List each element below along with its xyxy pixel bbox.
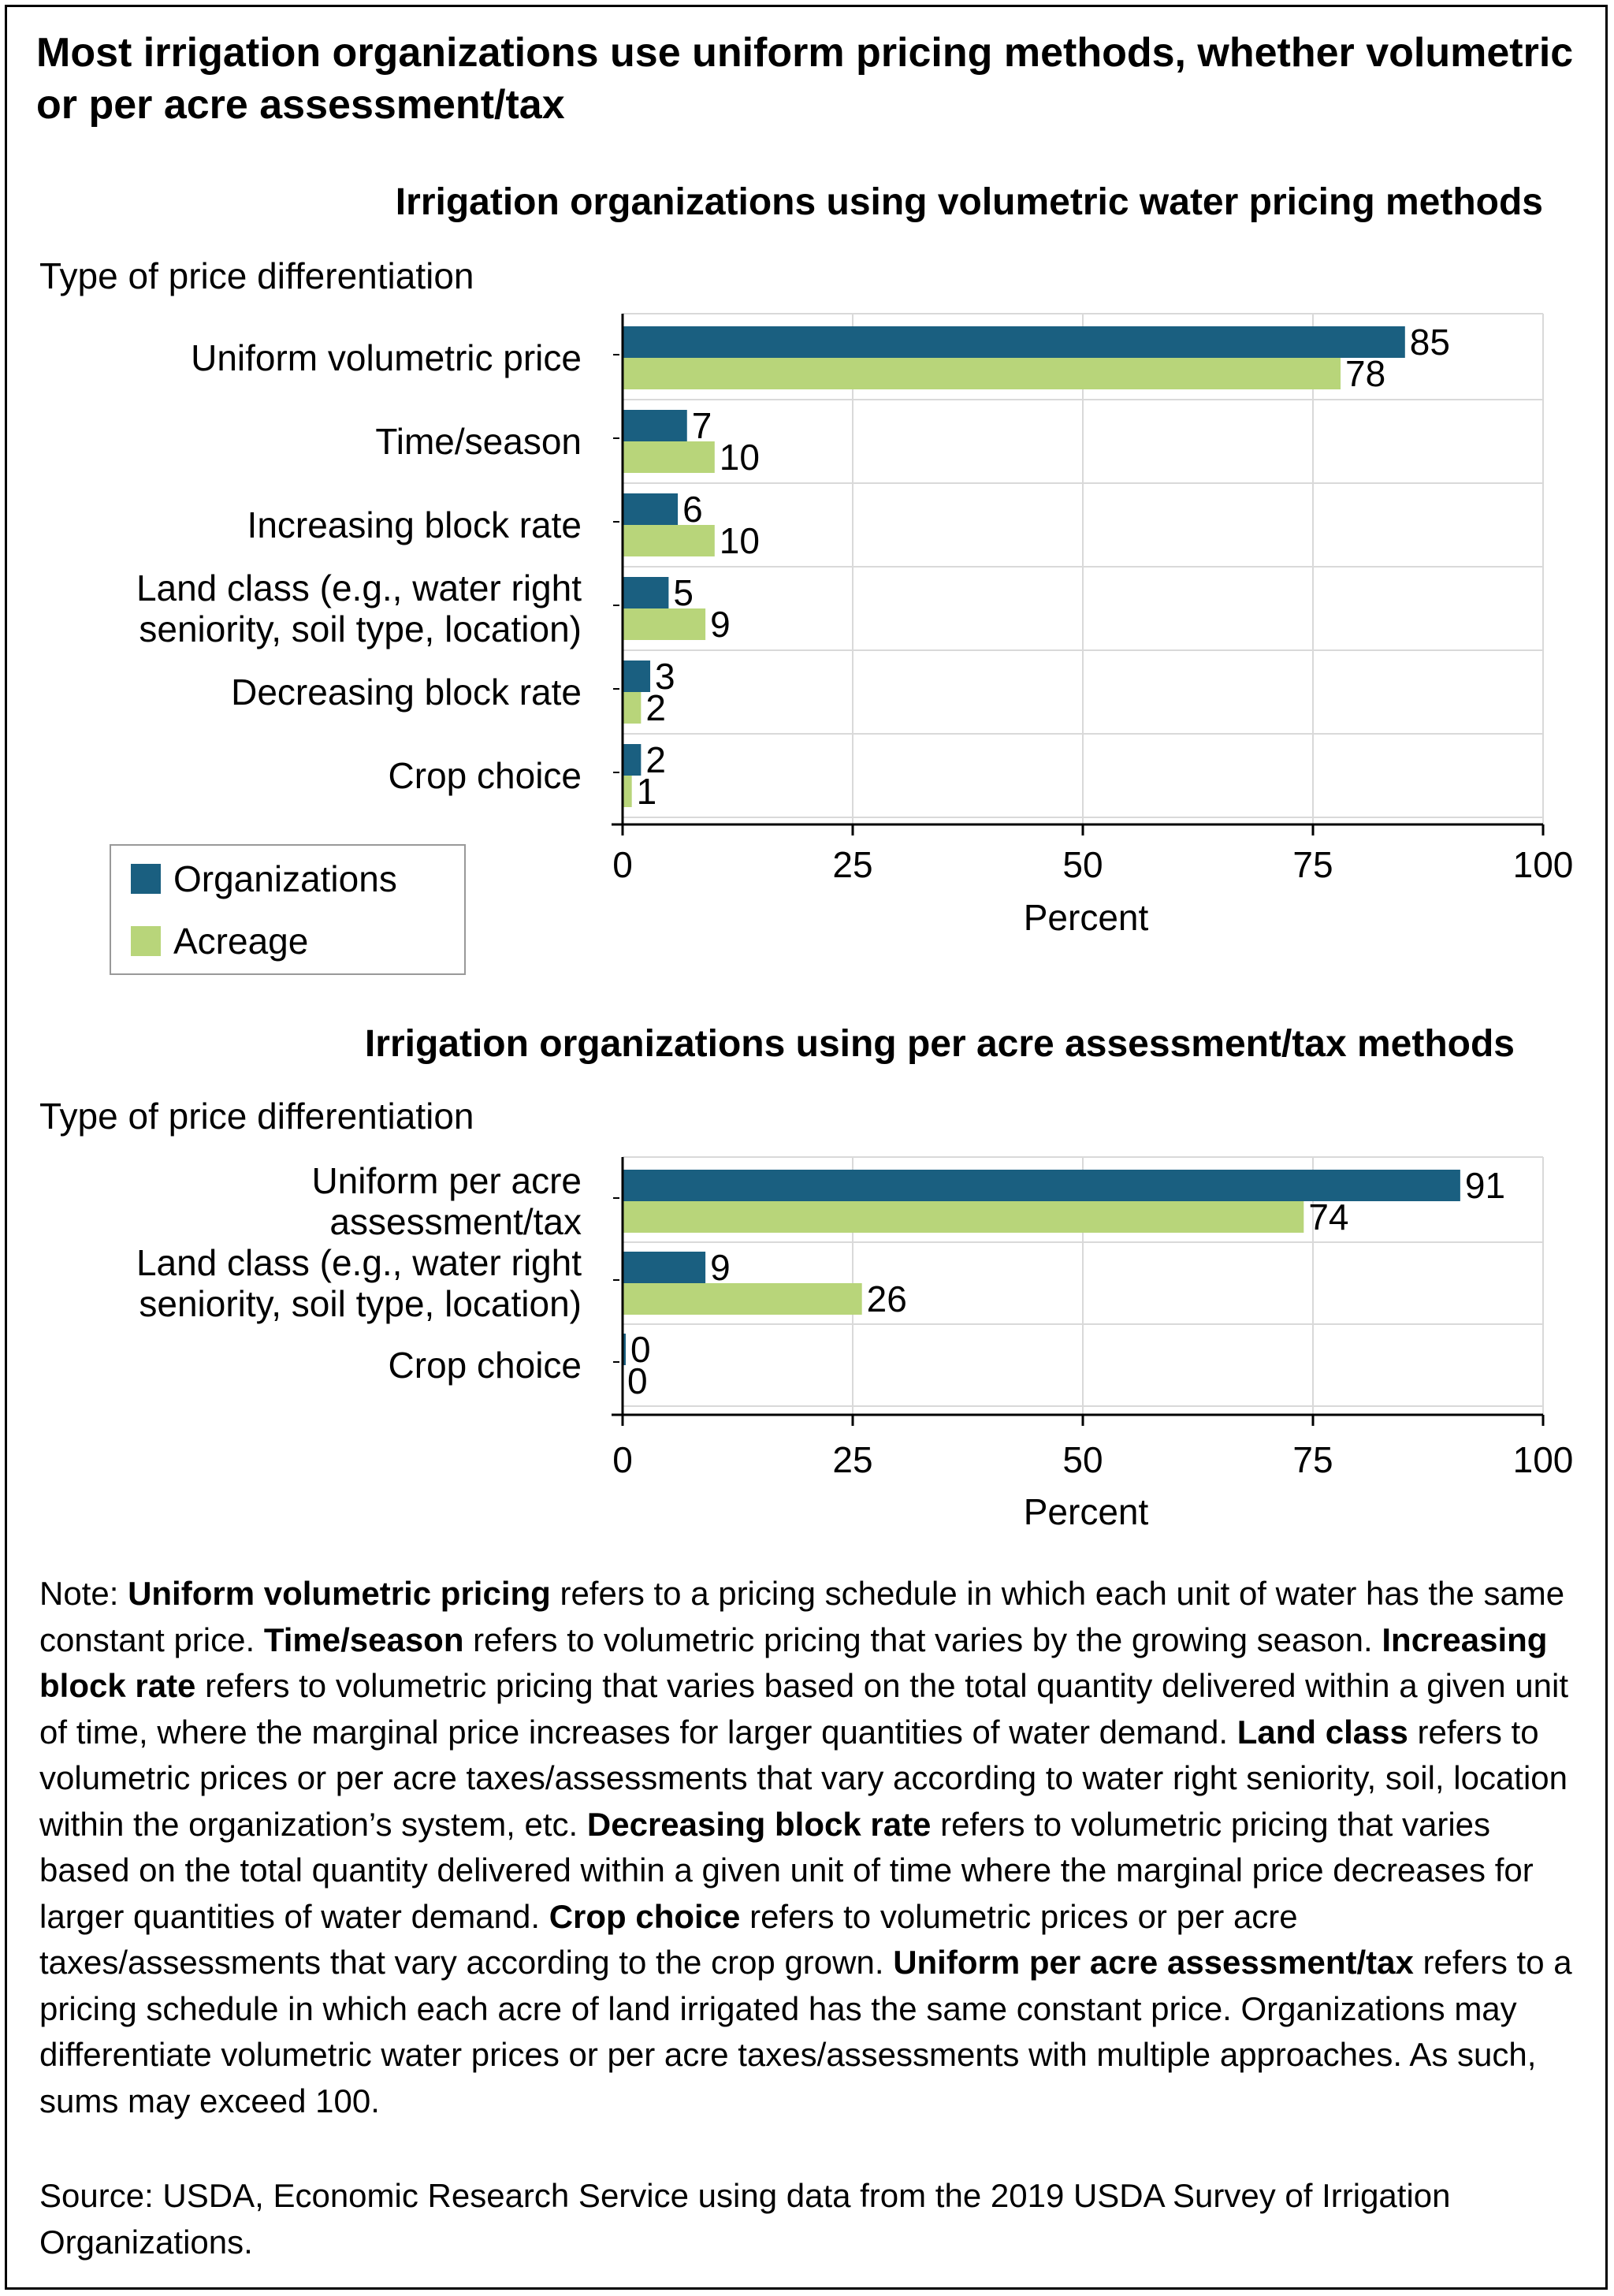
category-label: assessment/tax (329, 1201, 582, 1242)
legend-swatch-acreage (131, 926, 161, 956)
data-label: 10 (720, 520, 760, 561)
data-label: 9 (710, 1247, 731, 1288)
bar-organizations (623, 326, 1405, 358)
note-segment: refers to volumetric pricing that varies… (39, 1667, 1569, 1751)
y-axis-title: Type of price differentiation (39, 255, 474, 296)
bar-acreage (623, 1201, 1304, 1233)
data-label: 85 (1410, 322, 1450, 363)
data-label: 1 (637, 771, 657, 812)
note-term: Uniform per acre assessment/tax (893, 1944, 1414, 1981)
legend-swatch-organizations (131, 864, 161, 894)
bar-acreage (623, 525, 715, 556)
x-tick-label: 0 (612, 1439, 633, 1480)
legend-box (110, 844, 466, 975)
bar-acreage (623, 441, 715, 473)
category-label: Crop choice (389, 755, 582, 796)
note-segment: refers to volumetric prices or per acre … (39, 1713, 1568, 1843)
x-tick-label: 75 (1292, 1439, 1333, 1480)
charts-canvas: Irrigation organizations using volumetri… (39, 181, 1574, 1532)
x-axis-title: Percent (1024, 1491, 1149, 1532)
x-tick-label: 25 (832, 1439, 872, 1480)
data-label: 10 (720, 437, 760, 478)
category-label: Uniform volumetric price (191, 337, 582, 378)
data-label: 9 (710, 604, 731, 645)
x-axis-title: Percent (1024, 897, 1149, 938)
data-label: 2 (645, 687, 666, 728)
note-segment: refers to volumetric pricing that varies… (39, 1805, 1534, 1935)
data-label: 0 (627, 1360, 648, 1401)
bar-acreage (623, 776, 632, 807)
data-label: 6 (682, 489, 703, 530)
note-segment: refers to volumetric pricing that varies… (463, 1621, 1382, 1658)
y-axis-title: Type of price differentiation (39, 1096, 474, 1137)
bar-organizations (623, 661, 651, 692)
figure-title: Most irrigation organizations use unifor… (36, 30, 1574, 128)
data-label: 0 (630, 1329, 651, 1370)
x-tick-label: 0 (612, 844, 633, 885)
bar-organizations (623, 744, 642, 776)
bar-organizations (623, 1334, 626, 1365)
data-label: 3 (655, 656, 675, 697)
x-tick-label: 100 (1513, 1439, 1574, 1480)
note-segment: refers to a pricing schedule in which ea… (39, 1944, 1572, 2119)
figure-frame (5, 5, 1608, 2290)
data-label: 2 (645, 739, 666, 780)
legend-label-organizations: Organizations (173, 858, 397, 899)
bar-organizations (623, 493, 679, 525)
category-label: Increasing block rate (247, 504, 582, 545)
category-label: Decreasing block rate (231, 672, 582, 713)
category-label: Land class (e.g., water right (136, 1242, 582, 1283)
data-label: 78 (1345, 353, 1385, 394)
x-tick-label: 50 (1062, 1439, 1103, 1480)
x-tick-label: 25 (832, 844, 872, 885)
note-term: Land class (1237, 1713, 1408, 1751)
chart-subtitle: Irrigation organizations using volumetri… (396, 181, 1543, 223)
bar-acreage (623, 358, 1341, 389)
note-segment: Note: (39, 1575, 128, 1612)
legend-label-acreage: Acreage (173, 921, 308, 962)
data-label: 7 (692, 405, 712, 446)
bar-organizations (623, 577, 669, 608)
category-label: Crop choice (389, 1345, 582, 1386)
note-term: Time/season (263, 1621, 464, 1658)
bar-acreage (623, 692, 642, 724)
note-term: Crop choice (549, 1897, 741, 1935)
category-label: Time/season (375, 421, 582, 462)
note-segment: refers to a pricing schedule in which ea… (39, 1575, 1565, 1658)
bar-organizations (623, 1170, 1460, 1201)
note-term: Uniform volumetric pricing (128, 1575, 551, 1612)
data-label: 5 (673, 572, 694, 613)
source-text: Source: USDA, Economic Research Service … (39, 2177, 1451, 2261)
category-label: seniority, soil type, location) (139, 608, 582, 649)
chart-subtitle: Irrigation organizations using per acre … (365, 1023, 1515, 1065)
data-label: 26 (867, 1278, 907, 1319)
bar-acreage (623, 608, 706, 640)
data-label: 91 (1465, 1165, 1505, 1206)
category-label: seniority, soil type, location) (139, 1283, 582, 1324)
category-label: Land class (e.g., water right (136, 567, 582, 608)
note-term: Increasing block rate (39, 1621, 1548, 1705)
x-tick-label: 75 (1292, 844, 1333, 885)
note-segment: refers to volumetric prices or per acre … (39, 1897, 1298, 1982)
bar-acreage (623, 1283, 862, 1315)
category-label: Uniform per acre (311, 1160, 582, 1201)
x-tick-label: 100 (1513, 844, 1574, 885)
data-label: 74 (1308, 1196, 1348, 1237)
note-text: Note: Uniform volumetric pricing refers … (39, 1571, 1584, 2124)
bar-organizations (623, 1252, 706, 1283)
bar-organizations (623, 410, 687, 441)
x-tick-label: 50 (1062, 844, 1103, 885)
note-term: Decreasing block rate (586, 1805, 932, 1843)
